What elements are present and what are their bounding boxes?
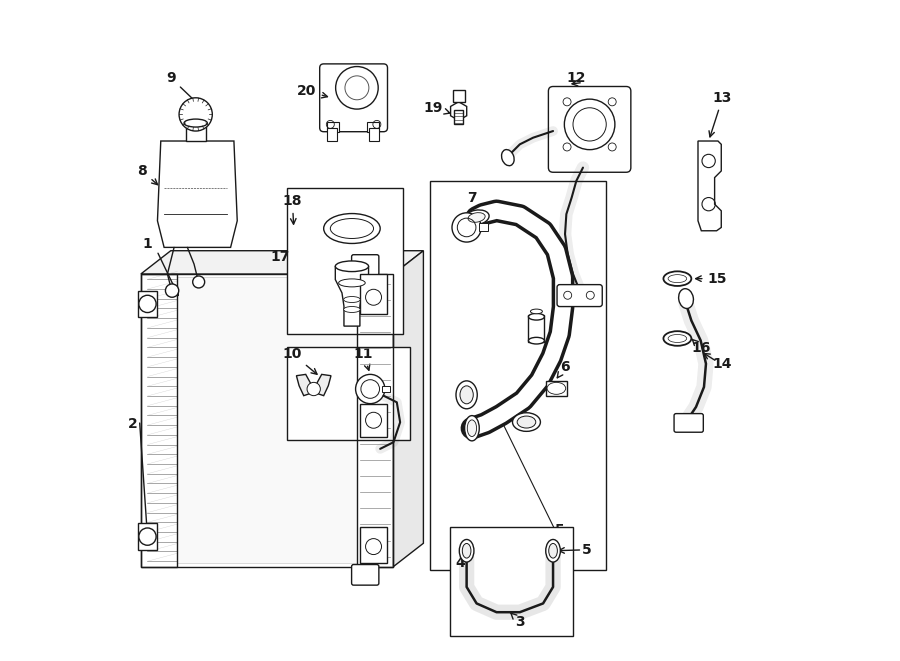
Text: 9: 9 xyxy=(166,71,206,112)
Text: 18: 18 xyxy=(283,194,302,224)
Bar xyxy=(287,347,410,440)
Ellipse shape xyxy=(679,289,693,309)
Ellipse shape xyxy=(501,149,514,166)
Polygon shape xyxy=(451,102,467,120)
Polygon shape xyxy=(296,374,314,396)
Circle shape xyxy=(139,528,156,545)
Ellipse shape xyxy=(463,543,471,558)
Ellipse shape xyxy=(456,381,477,408)
Bar xyxy=(430,181,607,570)
Polygon shape xyxy=(698,141,721,231)
Ellipse shape xyxy=(668,334,687,342)
Ellipse shape xyxy=(549,543,557,558)
Bar xyxy=(528,315,544,342)
Circle shape xyxy=(193,276,204,288)
Circle shape xyxy=(336,67,378,109)
Ellipse shape xyxy=(547,382,566,395)
Bar xyxy=(369,128,379,141)
Circle shape xyxy=(179,98,212,131)
Polygon shape xyxy=(158,141,238,247)
Bar xyxy=(140,274,393,566)
Ellipse shape xyxy=(545,539,561,562)
Polygon shape xyxy=(393,251,423,566)
Ellipse shape xyxy=(464,210,489,225)
Ellipse shape xyxy=(336,261,369,272)
Bar xyxy=(360,274,387,314)
Circle shape xyxy=(307,382,320,396)
Polygon shape xyxy=(140,251,423,274)
Bar xyxy=(367,122,379,132)
Circle shape xyxy=(361,379,380,399)
Ellipse shape xyxy=(324,214,380,243)
Ellipse shape xyxy=(344,307,360,313)
Text: 1: 1 xyxy=(142,237,152,251)
Polygon shape xyxy=(314,374,331,396)
Bar xyxy=(138,291,157,317)
Text: 5: 5 xyxy=(554,523,564,537)
Circle shape xyxy=(452,213,482,242)
Ellipse shape xyxy=(184,119,207,127)
Ellipse shape xyxy=(459,539,474,562)
FancyBboxPatch shape xyxy=(352,564,379,585)
FancyBboxPatch shape xyxy=(674,414,703,432)
Ellipse shape xyxy=(344,297,360,303)
Ellipse shape xyxy=(668,275,687,283)
Text: 11: 11 xyxy=(354,347,373,370)
Ellipse shape xyxy=(464,416,480,441)
Bar xyxy=(360,527,387,563)
Text: 3: 3 xyxy=(510,613,525,629)
Text: 5: 5 xyxy=(581,543,591,557)
Text: 2: 2 xyxy=(128,416,138,430)
Text: 4: 4 xyxy=(455,551,466,570)
Bar xyxy=(454,110,464,124)
Text: 10: 10 xyxy=(283,347,317,374)
Text: 16: 16 xyxy=(691,338,711,356)
Ellipse shape xyxy=(530,309,543,314)
Ellipse shape xyxy=(528,313,544,320)
Bar xyxy=(138,524,157,550)
Bar xyxy=(450,527,573,637)
Circle shape xyxy=(166,284,179,297)
Text: 6: 6 xyxy=(557,360,570,378)
Text: 15: 15 xyxy=(696,272,727,286)
Ellipse shape xyxy=(467,420,477,436)
Ellipse shape xyxy=(518,416,536,428)
Ellipse shape xyxy=(330,219,374,239)
FancyBboxPatch shape xyxy=(557,285,602,307)
Bar xyxy=(140,274,177,566)
Polygon shape xyxy=(336,266,369,326)
Ellipse shape xyxy=(528,337,544,344)
Bar xyxy=(360,404,387,437)
Bar xyxy=(287,188,403,334)
Ellipse shape xyxy=(512,412,540,432)
Circle shape xyxy=(356,374,385,404)
Bar xyxy=(545,381,567,396)
Bar xyxy=(357,274,393,566)
Text: 7: 7 xyxy=(467,190,479,218)
Bar xyxy=(479,223,488,231)
Ellipse shape xyxy=(338,279,365,287)
FancyBboxPatch shape xyxy=(320,64,388,132)
Bar xyxy=(453,91,464,102)
Bar xyxy=(185,126,206,141)
Text: 20: 20 xyxy=(297,84,328,98)
FancyBboxPatch shape xyxy=(352,254,379,276)
Circle shape xyxy=(564,99,615,149)
Circle shape xyxy=(139,295,156,313)
Bar xyxy=(327,128,337,141)
Ellipse shape xyxy=(663,331,691,346)
Bar xyxy=(177,278,357,563)
Text: 13: 13 xyxy=(709,91,733,137)
Text: 17: 17 xyxy=(271,251,290,264)
Text: 8: 8 xyxy=(138,164,157,184)
Text: 12: 12 xyxy=(567,71,586,85)
Ellipse shape xyxy=(663,271,691,286)
Ellipse shape xyxy=(460,386,473,404)
FancyBboxPatch shape xyxy=(548,87,631,173)
Text: 19: 19 xyxy=(424,100,450,115)
Bar xyxy=(327,122,339,132)
Ellipse shape xyxy=(468,213,485,222)
Bar xyxy=(382,385,391,393)
Text: 14: 14 xyxy=(713,357,733,371)
